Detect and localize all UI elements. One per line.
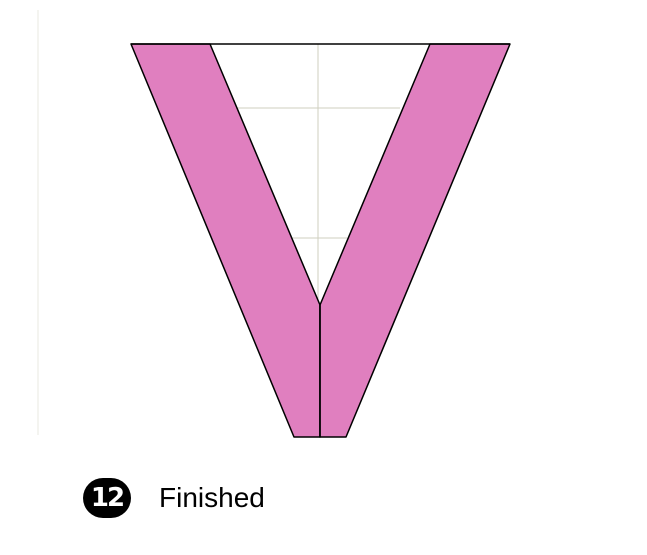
- step-caption: 12 Finished: [83, 478, 265, 518]
- step-number-badge: 12: [83, 478, 131, 518]
- crease-lines: [237, 44, 400, 300]
- origami-diagram: [37, 10, 511, 438]
- step-label: Finished: [159, 482, 265, 513]
- inner-triangle: [210, 44, 430, 305]
